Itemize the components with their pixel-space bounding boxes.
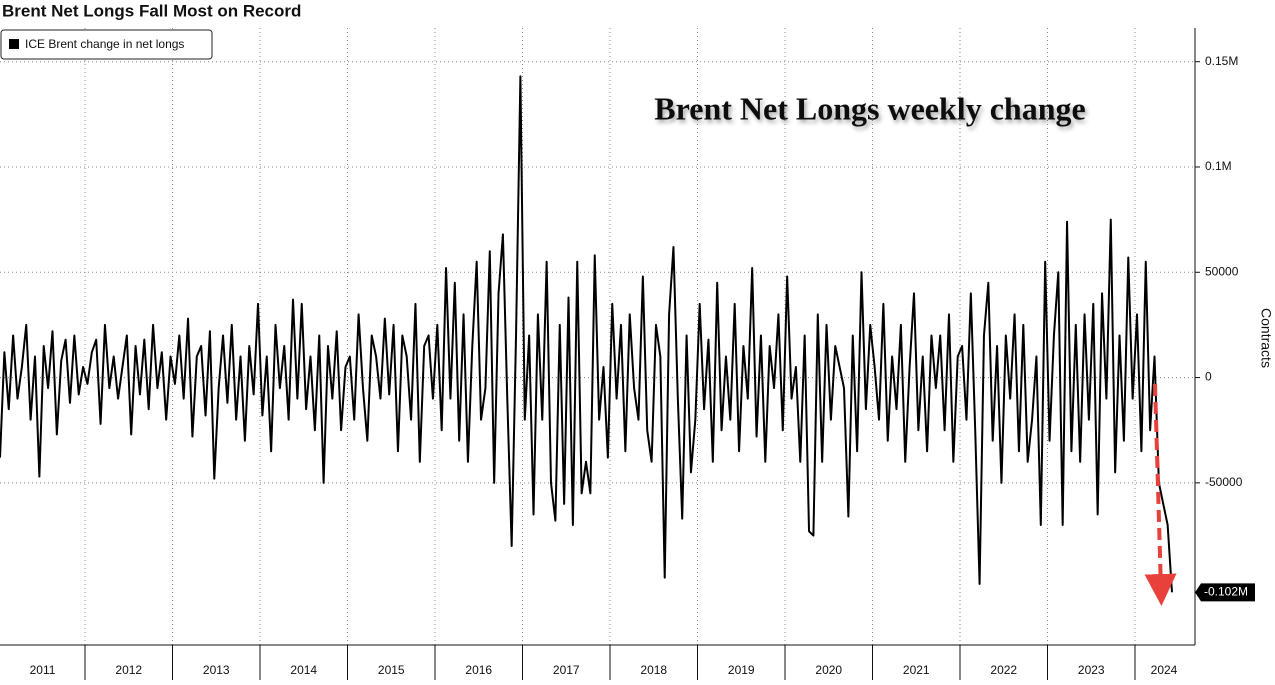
x-tick-label: 2015 — [378, 663, 405, 677]
x-tick-label: 2012 — [115, 663, 142, 677]
y-tick-label: 50000 — [1205, 264, 1239, 278]
y-axis-label: Contracts — [1258, 308, 1274, 368]
plot: 0.15M 0.1M 50000 0 -50000 2011 2012 2013 2014 201… — [0, 28, 1255, 680]
x-tick-label: 2016 — [465, 663, 492, 677]
series-line — [0, 75, 1173, 593]
x-tick-label: 2024 — [1151, 663, 1178, 677]
x-tick-label: 2014 — [290, 663, 317, 677]
last-value-label: -0.102M — [1204, 585, 1248, 599]
x-tick-label: 2019 — [728, 663, 755, 677]
arrow — [1144, 383, 1177, 606]
y-tick-label: 0.1M — [1205, 159, 1232, 173]
last-value-tag: -0.102M — [1195, 583, 1255, 602]
x-tick-label: 2013 — [203, 663, 230, 677]
annotation: Brent Net Longs weekly change — [654, 90, 1085, 126]
legend-box — [0, 29, 213, 60]
legend-label: ICE Brent change in net longs — [25, 37, 184, 51]
x-tick-label: 2022 — [990, 663, 1017, 677]
last-value-box — [1195, 583, 1255, 602]
y-tick-label: 0.15M — [1205, 54, 1238, 68]
legend: ICE Brent change in net longs — [0, 29, 213, 60]
x-tick-label: 2017 — [553, 663, 580, 677]
x-tick-label: 2023 — [1078, 663, 1105, 677]
chart-title: Brent Net Longs Fall Most on Record — [2, 1, 301, 20]
x-tick-label: 2021 — [903, 663, 930, 677]
x-tick-label: 2011 — [30, 663, 56, 677]
legend-swatch — [9, 39, 19, 49]
y-tick-label: -50000 — [1205, 475, 1243, 489]
x-tick-label: 2018 — [640, 663, 667, 677]
x-tick-label: 2020 — [815, 663, 842, 677]
y-tick-label: 0 — [1205, 370, 1212, 384]
